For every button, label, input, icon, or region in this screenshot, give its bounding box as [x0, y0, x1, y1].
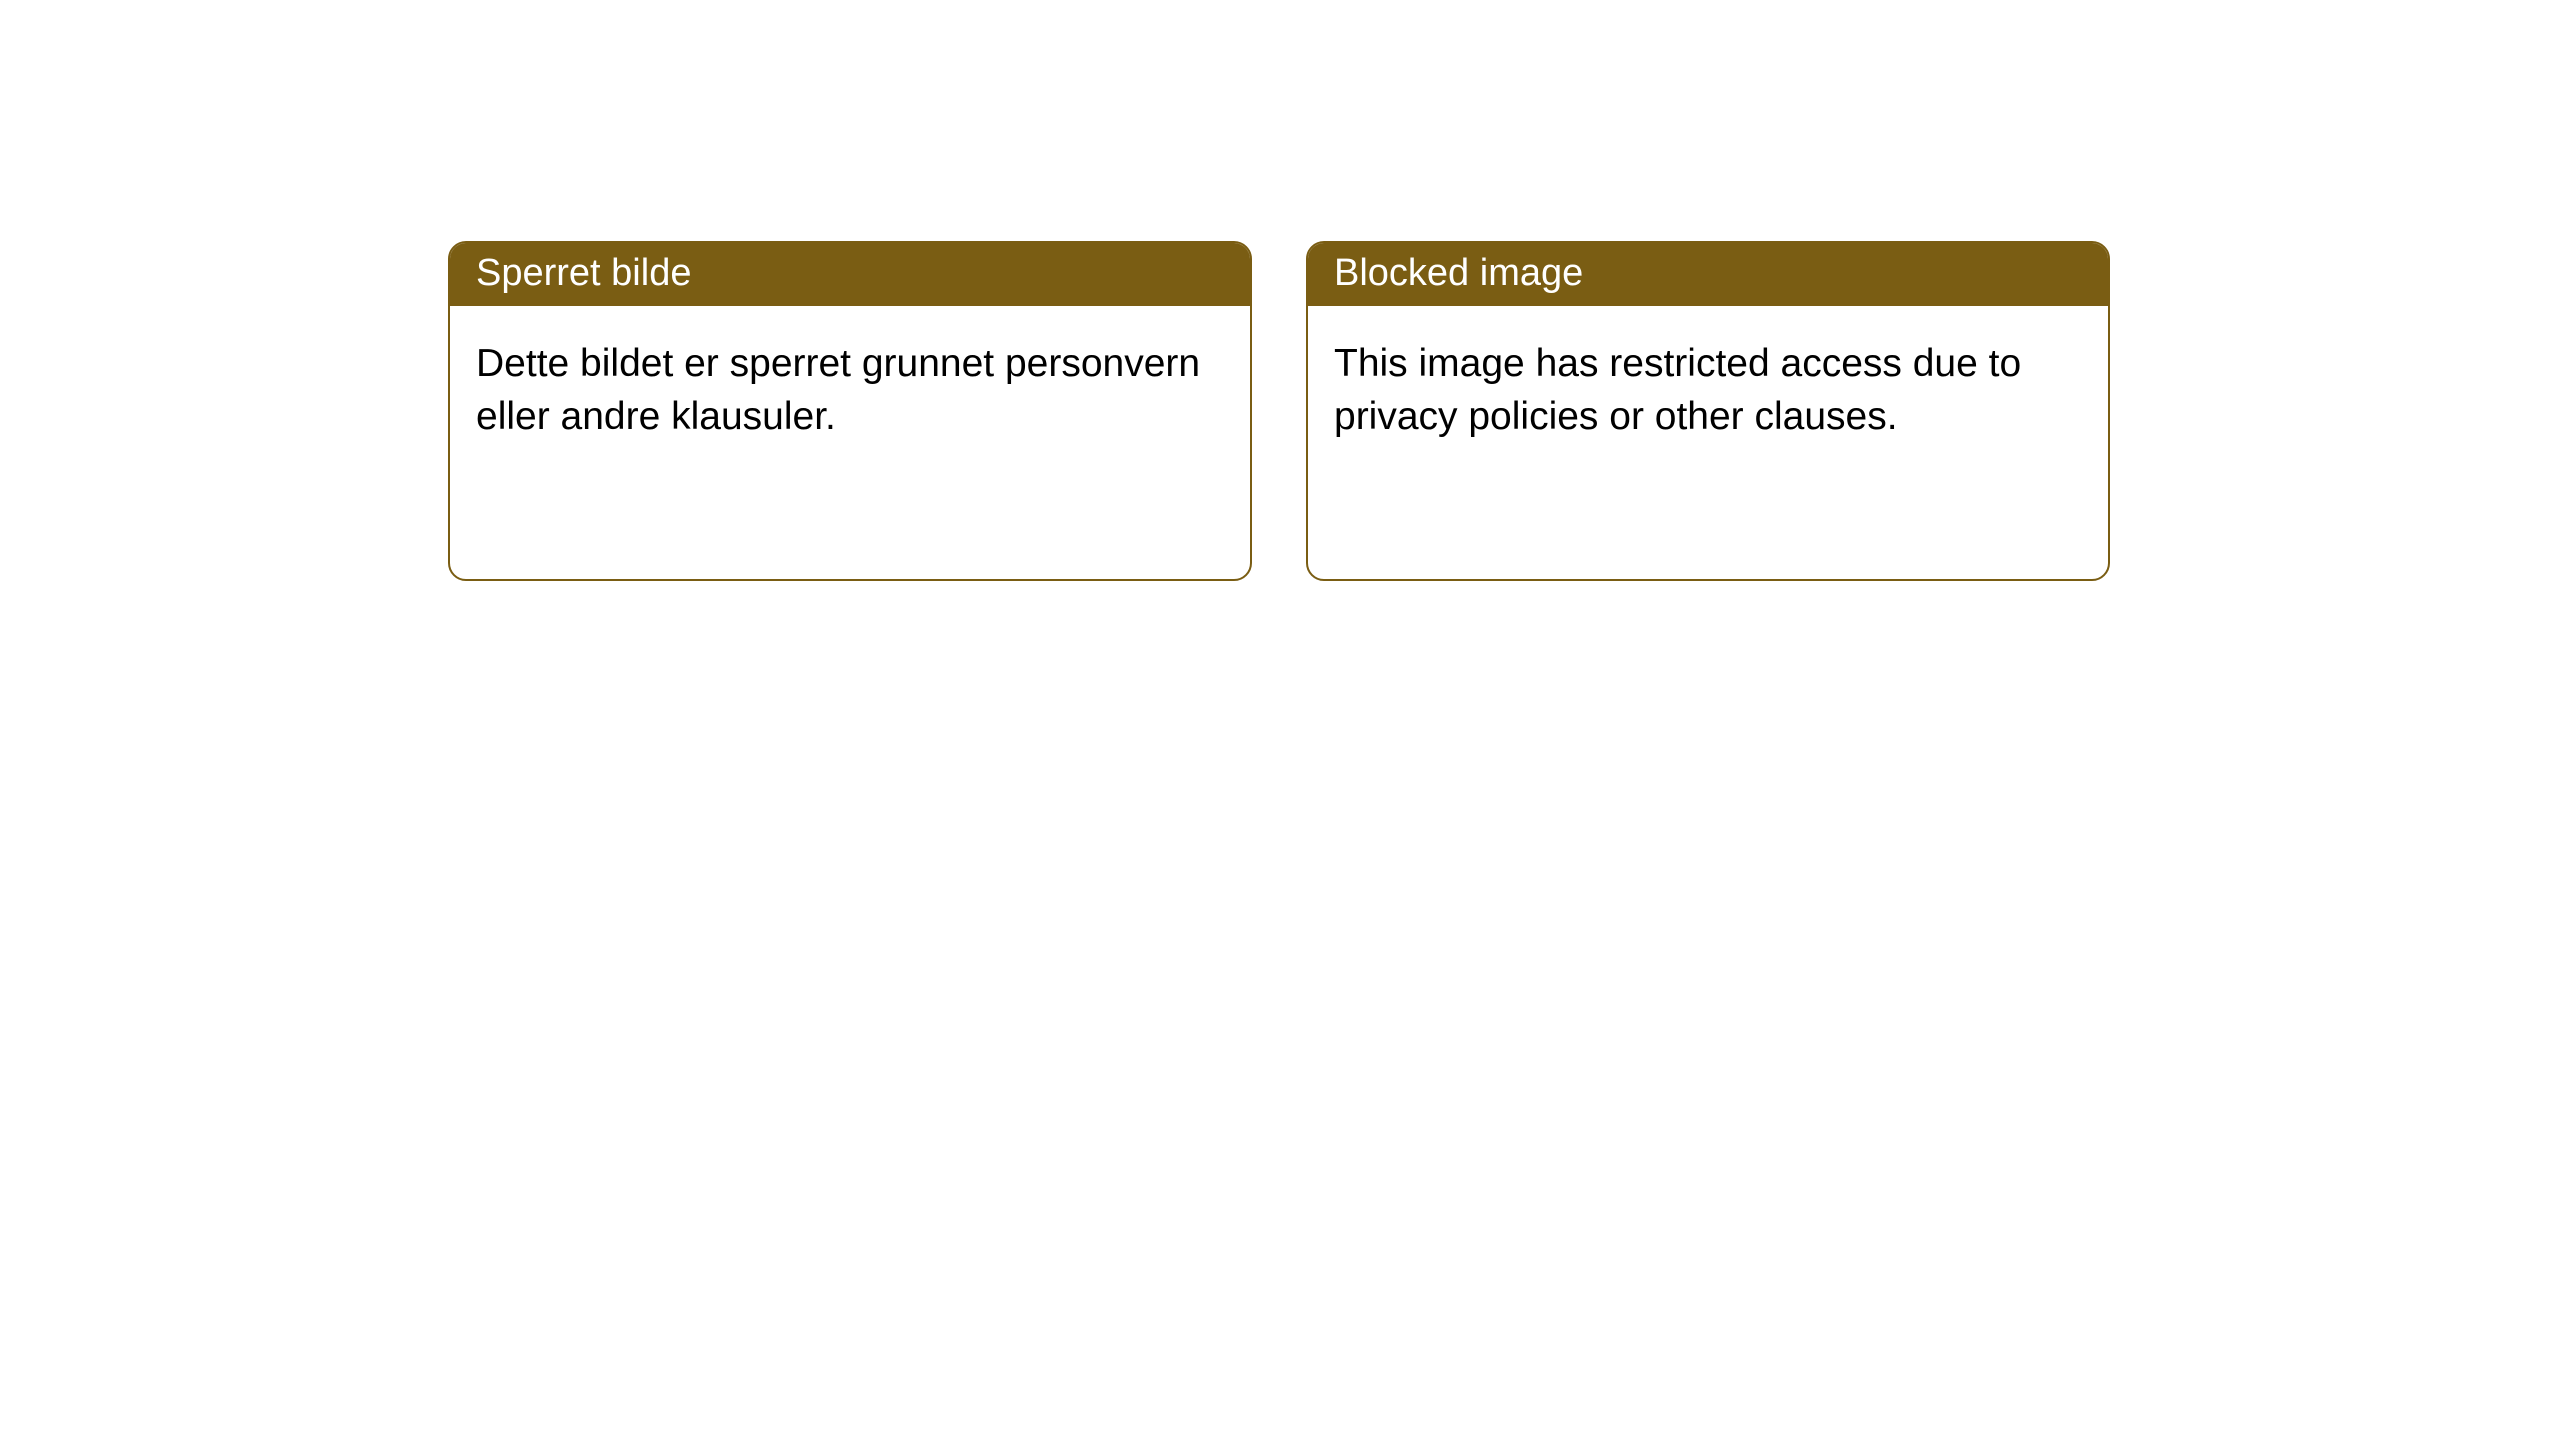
notice-body-norwegian: Dette bildet er sperret grunnet personve… [450, 306, 1250, 475]
notice-container: Sperret bilde Dette bildet er sperret gr… [448, 241, 2110, 581]
notice-body-english: This image has restricted access due to … [1308, 306, 2108, 475]
notice-header-norwegian: Sperret bilde [450, 243, 1250, 306]
notice-box-norwegian: Sperret bilde Dette bildet er sperret gr… [448, 241, 1252, 581]
notice-header-english: Blocked image [1308, 243, 2108, 306]
notice-box-english: Blocked image This image has restricted … [1306, 241, 2110, 581]
